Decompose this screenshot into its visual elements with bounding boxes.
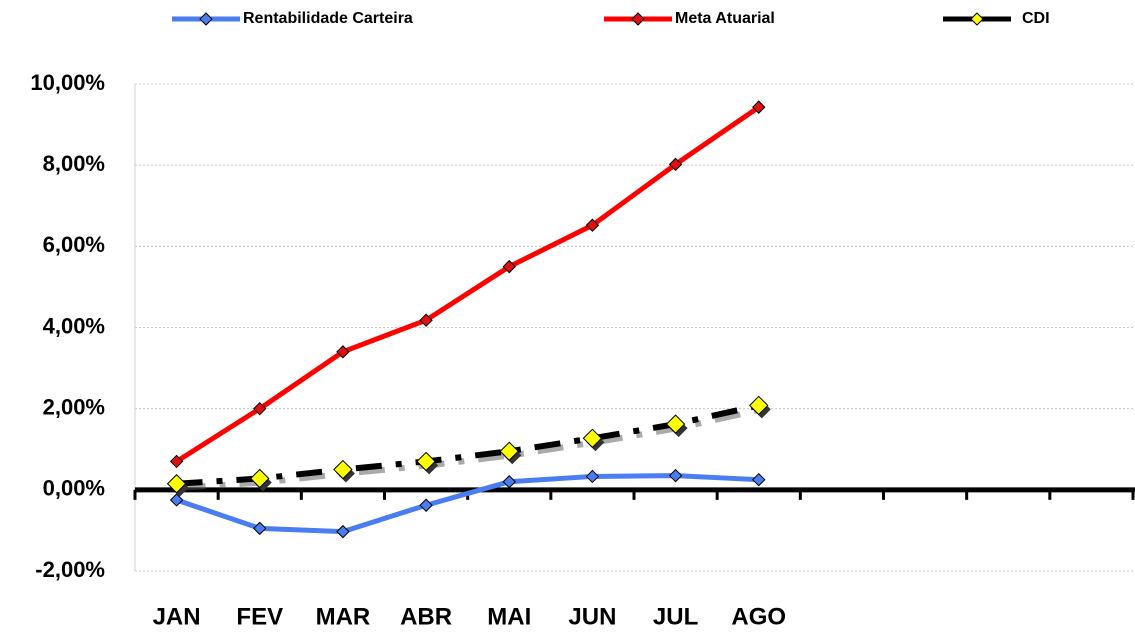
point <box>419 313 433 327</box>
x-tick-label: ABR <box>400 603 452 630</box>
point <box>582 428 603 449</box>
y-tick-label: 6,00% <box>43 232 105 257</box>
legend-label: Meta Atuarial <box>675 10 775 27</box>
y-tick-label: 10,00% <box>30 70 105 95</box>
y-tick-label: 0,00% <box>43 476 105 501</box>
point <box>419 498 433 512</box>
legend-label: CDI <box>1022 10 1050 27</box>
x-tick-label: JUN <box>568 603 616 630</box>
point <box>336 524 350 539</box>
point <box>499 441 519 461</box>
legend-marker <box>631 12 645 26</box>
point <box>333 459 353 480</box>
point <box>749 395 769 416</box>
point <box>752 472 766 487</box>
point <box>668 468 683 483</box>
x-tick-label: MAR <box>316 603 371 630</box>
point <box>585 218 600 232</box>
point <box>169 454 184 469</box>
point <box>665 414 686 434</box>
legend-marker <box>199 12 213 26</box>
series-line <box>175 105 761 464</box>
series-line <box>176 402 760 487</box>
series-line <box>175 473 759 535</box>
point <box>502 475 516 489</box>
point <box>336 345 350 359</box>
point <box>253 521 267 536</box>
x-tick-label: MAI <box>487 603 531 630</box>
x-tick-label: JAN <box>153 603 201 630</box>
point <box>250 468 270 489</box>
x-tick-label: JUL <box>653 603 698 630</box>
y-tick-label: -2,00% <box>35 557 105 582</box>
point <box>585 469 600 484</box>
x-tick-label: AGO <box>731 603 786 630</box>
legend-label: Rentabilidade Carteira <box>243 10 413 27</box>
line-shadow <box>179 406 763 491</box>
point <box>668 157 683 172</box>
x-tick-label: FEV <box>236 603 283 630</box>
y-tick-label: 2,00% <box>43 394 105 419</box>
legend-marker <box>970 12 984 26</box>
point <box>502 259 516 274</box>
y-tick-label: 4,00% <box>43 313 105 338</box>
point <box>169 493 184 507</box>
point <box>416 451 436 472</box>
point <box>752 100 766 114</box>
point <box>253 401 267 416</box>
point <box>166 474 187 494</box>
y-tick-label: 8,00% <box>43 151 105 176</box>
